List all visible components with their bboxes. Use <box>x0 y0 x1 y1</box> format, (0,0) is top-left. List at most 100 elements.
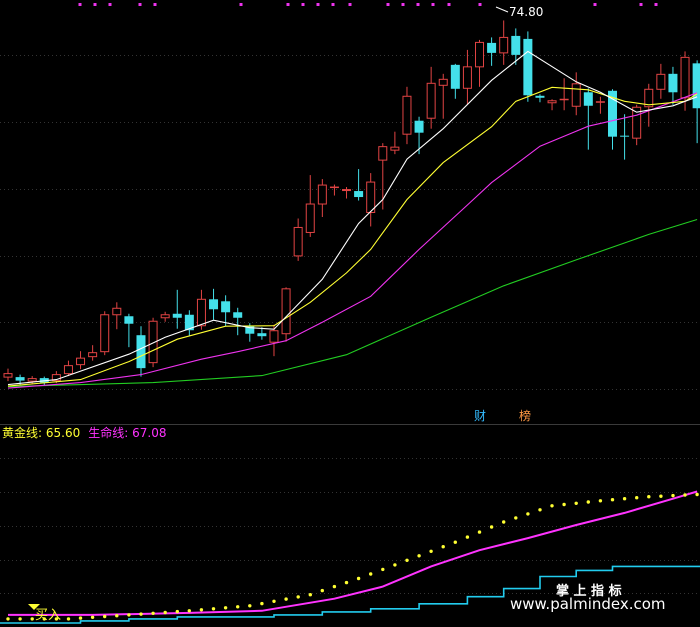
candle-43 <box>523 31 533 102</box>
candle-44 <box>535 94 545 103</box>
ma-yellow-line <box>7 86 698 387</box>
candle-26 <box>317 179 327 217</box>
life-colon: : <box>124 426 132 440</box>
gold-line-value: 65.60 <box>46 426 80 440</box>
gold-dot-50 <box>610 498 615 502</box>
gold-dot-11 <box>139 612 143 616</box>
top-marker-6 <box>286 3 290 6</box>
top-marker-11 <box>386 3 390 6</box>
candle-15 <box>184 310 194 337</box>
ma-green-line <box>7 218 698 388</box>
candle-25 <box>305 175 315 237</box>
candle-30 <box>366 173 376 227</box>
gold-line-name: 黄金线 <box>2 425 38 440</box>
candle-11 <box>136 326 146 377</box>
candle-body-38 <box>462 66 472 89</box>
candle-52 <box>632 104 642 146</box>
top-marker-19 <box>654 3 658 6</box>
candle-body-51 <box>620 135 630 137</box>
candle-54 <box>656 63 666 99</box>
indicator-panel <box>0 490 700 624</box>
candle-28 <box>342 187 352 199</box>
candle-24 <box>293 218 303 261</box>
gold-dot-2 <box>30 617 34 621</box>
top-marker-12 <box>401 3 405 6</box>
top-marker-17 <box>593 3 597 6</box>
gold-dot-15 <box>187 609 191 613</box>
gold-dot-21 <box>260 601 264 606</box>
candle-body-35 <box>426 82 436 119</box>
gold-dot-20 <box>248 604 252 608</box>
gold-dot-1 <box>18 617 22 621</box>
candle-body-41 <box>499 36 509 54</box>
candle-body-17 <box>209 299 219 310</box>
peak-price-label: 74.80 <box>509 5 543 19</box>
candle-body-42 <box>511 35 521 55</box>
candle-body-18 <box>221 301 231 313</box>
candle-body-48 <box>583 92 593 106</box>
gold-dot-28 <box>344 580 349 585</box>
candle-body-49 <box>595 101 605 103</box>
peak-pointer <box>495 6 509 13</box>
gold-dot-45 <box>550 504 554 508</box>
candle-42 <box>511 28 521 65</box>
gold-dot-24 <box>296 595 300 599</box>
candle-body-4 <box>51 374 61 382</box>
top-marker-10 <box>348 3 352 6</box>
gold-dot-41 <box>502 520 506 524</box>
candle-38 <box>462 49 472 105</box>
candle-10 <box>124 313 134 348</box>
gold-dot-36 <box>441 545 445 549</box>
candle-22 <box>269 324 279 357</box>
candle-body-40 <box>487 42 497 53</box>
gold-dot-12 <box>151 611 155 615</box>
candle-29 <box>354 169 364 201</box>
top-marker-8 <box>316 3 320 6</box>
candle-body-26 <box>317 184 327 205</box>
gold-dot-51 <box>622 497 627 501</box>
candle-body-53 <box>644 88 654 108</box>
top-marker-15 <box>447 3 451 6</box>
candle-body-9 <box>112 307 122 316</box>
candle-body-36 <box>438 78 448 86</box>
gold-colon: : <box>38 426 46 440</box>
ma-magenta-line <box>7 92 698 389</box>
gold-dot-56 <box>683 493 687 497</box>
gold-dot-38 <box>465 535 470 539</box>
gold-dot-37 <box>453 540 457 544</box>
candle-body-31 <box>378 146 388 161</box>
gold-dot-3 <box>42 617 46 621</box>
gold-line-dots <box>6 492 699 621</box>
candle-body-15 <box>184 314 194 331</box>
candle-27 <box>329 184 339 196</box>
gold-dot-5 <box>66 617 71 621</box>
gold-dot-9 <box>115 614 119 618</box>
candle-14 <box>172 289 182 329</box>
gold-dot-7 <box>90 615 95 619</box>
candle-body-47 <box>571 83 581 107</box>
top-marker-1 <box>93 3 97 6</box>
candlesticks <box>3 20 700 386</box>
moving-averages <box>7 50 698 389</box>
candle-8 <box>100 311 110 356</box>
candle-body-5 <box>63 365 73 375</box>
candle-49 <box>595 96 605 114</box>
candle-body-39 <box>475 41 485 68</box>
candle-body-34 <box>414 120 424 133</box>
candle-body-44 <box>535 95 545 98</box>
gold-dot-25 <box>308 593 312 597</box>
gold-dot-17 <box>211 607 216 611</box>
candle-6 <box>76 351 86 370</box>
candle-57 <box>692 60 700 144</box>
candle-body-54 <box>656 73 666 90</box>
candle-7 <box>88 345 98 361</box>
candle-13 <box>160 311 170 322</box>
gold-dot-32 <box>393 563 397 567</box>
candle-48 <box>583 88 593 150</box>
candle-body-1 <box>15 377 25 381</box>
candle-body-24 <box>293 226 303 257</box>
buy-signal-arrow <box>28 604 40 610</box>
gold-dot-48 <box>586 500 590 504</box>
gold-dot-35 <box>429 549 433 553</box>
